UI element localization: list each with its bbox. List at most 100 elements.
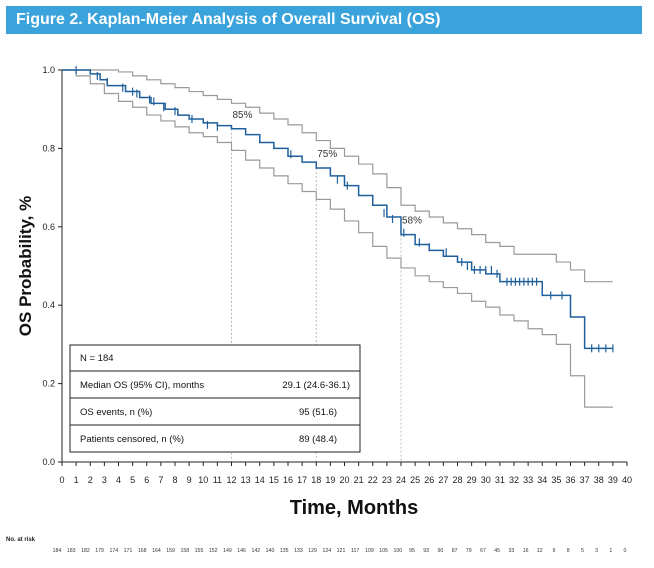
x-tick-label: 4 [116, 475, 121, 485]
x-tick-label: 16 [283, 475, 293, 485]
x-tick-label: 18 [311, 475, 321, 485]
x-tick-label: 31 [495, 475, 505, 485]
risk-count: 9 [553, 548, 556, 554]
reference-labels: 85% 75% 58% [233, 110, 423, 227]
risk-count: 95 [409, 548, 415, 554]
x-tick-label: 25 [410, 475, 420, 485]
stats-median-value: 29.1 (24.6-36.1) [282, 380, 350, 391]
y-tick-label: 0.2 [42, 379, 55, 389]
y-axis-label: OS Probability, % [16, 196, 35, 336]
x-tick-label: 6 [144, 475, 149, 485]
stats-censored-value: 89 (48.4) [299, 434, 337, 445]
x-tick-label: 0 [59, 475, 64, 485]
risk-count: 179 [95, 548, 104, 554]
x-tick-label: 19 [325, 475, 335, 485]
x-tick-label: 1 [74, 475, 79, 485]
ci-upper-line [62, 69, 613, 283]
x-tick-label: 24 [396, 475, 406, 485]
x-tick-label: 39 [608, 475, 618, 485]
x-tick-label: 9 [187, 475, 192, 485]
risk-count: 67 [480, 548, 486, 554]
risk-count: 129 [308, 548, 317, 554]
reference-percent-label: 85% [233, 110, 253, 121]
risk-count: 121 [337, 548, 346, 554]
risk-count: 5 [581, 548, 584, 554]
x-ticks: 0 1 2 3 4 5 6 7 8 9 10 11 12 13 14 15 16 17 18 19 20 21 22 23 24… [59, 462, 632, 485]
risk-count: 174 [109, 548, 118, 554]
y-tick-label: 0.4 [42, 300, 55, 310]
stats-n-label: N = 184 [80, 353, 114, 364]
x-tick-label: 10 [198, 475, 208, 485]
risk-count: 93 [423, 548, 429, 554]
risk-count: 124 [322, 548, 331, 554]
x-tick-label: 33 [523, 475, 533, 485]
stats-events-label: OS events, n (%) [80, 407, 152, 418]
risk-count: 90 [438, 548, 444, 554]
y-tick-label: 0.0 [42, 457, 55, 467]
figure-title-bar: Figure 2. Kaplan-Meier Analysis of Overa… [6, 6, 642, 34]
x-tick-label: 27 [438, 475, 448, 485]
x-tick-label: 34 [537, 475, 547, 485]
risk-count: 182 [81, 548, 90, 554]
ci-lower-line [62, 69, 613, 408]
risk-count: 142 [251, 548, 260, 554]
y-tick-label: 0.6 [42, 222, 55, 232]
censor-marks [75, 66, 614, 353]
x-tick-label: 7 [158, 475, 163, 485]
x-tick-label: 20 [339, 475, 349, 485]
stats-table: N = 184 Median OS (95% CI), months 29.1 … [69, 344, 361, 453]
risk-count: 155 [195, 548, 204, 554]
risk-count: 133 [294, 548, 303, 554]
x-tick-label: 2 [88, 475, 93, 485]
risk-count: 109 [365, 548, 374, 554]
risk-count: 8 [567, 548, 570, 554]
risk-count: 1 [609, 548, 612, 554]
x-axis-label: Time, Months [290, 497, 419, 519]
risk-count: 183 [67, 548, 76, 554]
risk-count: 184 [53, 548, 62, 554]
x-tick-label: 14 [255, 475, 265, 485]
y-tick-label: 0.8 [42, 143, 55, 153]
risk-count: 16 [523, 548, 529, 554]
x-tick-label: 35 [551, 475, 561, 485]
risk-count: 12 [537, 548, 543, 554]
figure-title: Figure 2. Kaplan-Meier Analysis of Overa… [16, 11, 441, 28]
x-tick-label: 21 [354, 475, 364, 485]
reference-percent-label: 75% [317, 149, 337, 160]
x-tick-label: 23 [382, 475, 392, 485]
risk-count: 135 [280, 548, 289, 554]
stats-events-value: 95 (51.6) [299, 407, 337, 418]
x-tick-label: 26 [424, 475, 434, 485]
risk-count: 79 [466, 548, 472, 554]
risk-table: 184 183 182 179 174 171 168 164 159 158 155 152 149 1… [53, 548, 627, 554]
x-tick-label: 28 [452, 475, 462, 485]
x-tick-label: 29 [467, 475, 477, 485]
x-tick-label: 36 [565, 475, 575, 485]
risk-count: 158 [180, 548, 189, 554]
x-tick-label: 11 [213, 475, 222, 485]
stats-censored-label: Patients censored, n (%) [80, 434, 184, 445]
x-tick-label: 30 [481, 475, 491, 485]
risk-count: 87 [452, 548, 458, 554]
risk-count: 140 [266, 548, 275, 554]
risk-count: 146 [237, 548, 246, 554]
risk-count: 164 [152, 548, 161, 554]
x-tick-label: 13 [241, 475, 251, 485]
risk-count: 171 [124, 548, 133, 554]
x-tick-label: 38 [594, 475, 604, 485]
x-tick-label: 5 [130, 475, 135, 485]
x-tick-label: 15 [269, 475, 279, 485]
x-tick-label: 22 [368, 475, 378, 485]
risk-count: 45 [494, 548, 500, 554]
risk-table-title: No. at risk [6, 537, 36, 543]
risk-count: 149 [223, 548, 232, 554]
x-tick-label: 12 [226, 475, 236, 485]
x-tick-label: 8 [172, 475, 177, 485]
x-tick-label: 40 [622, 475, 632, 485]
y-tick-label: 1.0 [42, 65, 55, 75]
stats-median-label: Median OS (95% CI), months [80, 380, 204, 391]
risk-count: 3 [595, 548, 598, 554]
x-tick-label: 32 [509, 475, 519, 485]
x-tick-label: 3 [102, 475, 107, 485]
